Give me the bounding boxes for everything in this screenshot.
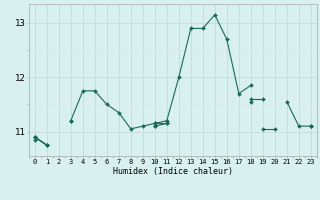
X-axis label: Humidex (Indice chaleur): Humidex (Indice chaleur) <box>113 167 233 176</box>
